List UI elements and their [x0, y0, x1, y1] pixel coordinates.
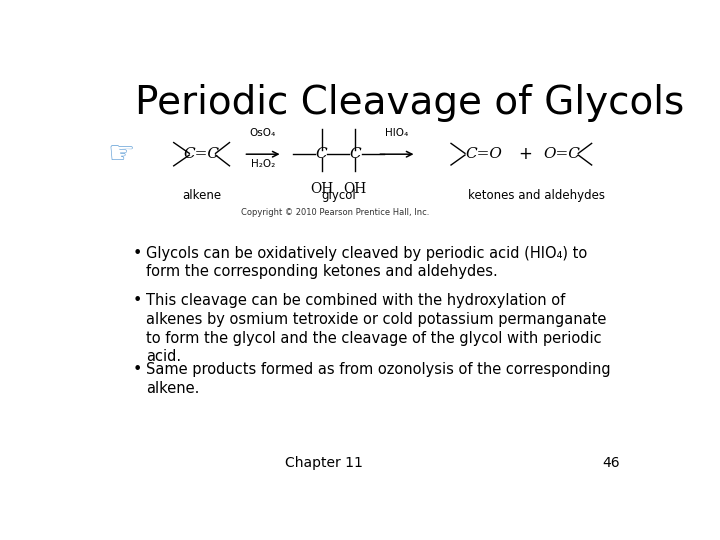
Text: Copyright © 2010 Pearson Prentice Hall, Inc.: Copyright © 2010 Pearson Prentice Hall, … [241, 208, 430, 217]
Text: •: • [132, 294, 142, 308]
Text: This cleavage can be combined with the hydroxylation of
alkenes by osmium tetrox: This cleavage can be combined with the h… [145, 294, 606, 365]
Text: C: C [316, 147, 328, 161]
Text: C=C: C=C [184, 147, 220, 161]
Text: OsO₄: OsO₄ [250, 129, 276, 138]
Text: +: + [518, 145, 532, 163]
Text: OH: OH [310, 183, 333, 197]
Text: C: C [349, 147, 361, 161]
Text: ☞: ☞ [107, 140, 135, 168]
Text: HIO₄: HIO₄ [385, 129, 408, 138]
Text: ketones and aldehydes: ketones and aldehydes [468, 190, 605, 202]
Text: •: • [132, 362, 142, 377]
Text: glycol: glycol [321, 190, 356, 202]
Text: alkene: alkene [182, 190, 221, 202]
Text: O=C: O=C [543, 147, 580, 161]
Text: •: • [132, 246, 142, 261]
Text: Same products formed as from ozonolysis of the corresponding
alkene.: Same products formed as from ozonolysis … [145, 362, 611, 396]
Text: H₂O₂: H₂O₂ [251, 159, 275, 169]
Text: C=O: C=O [465, 147, 502, 161]
Text: Periodic Cleavage of Glycols: Periodic Cleavage of Glycols [135, 84, 684, 122]
Text: Glycols can be oxidatively cleaved by periodic acid (HIO₄) to
form the correspon: Glycols can be oxidatively cleaved by pe… [145, 246, 587, 279]
Text: 46: 46 [603, 456, 620, 470]
Text: Chapter 11: Chapter 11 [285, 456, 364, 470]
Text: OH: OH [343, 183, 366, 197]
